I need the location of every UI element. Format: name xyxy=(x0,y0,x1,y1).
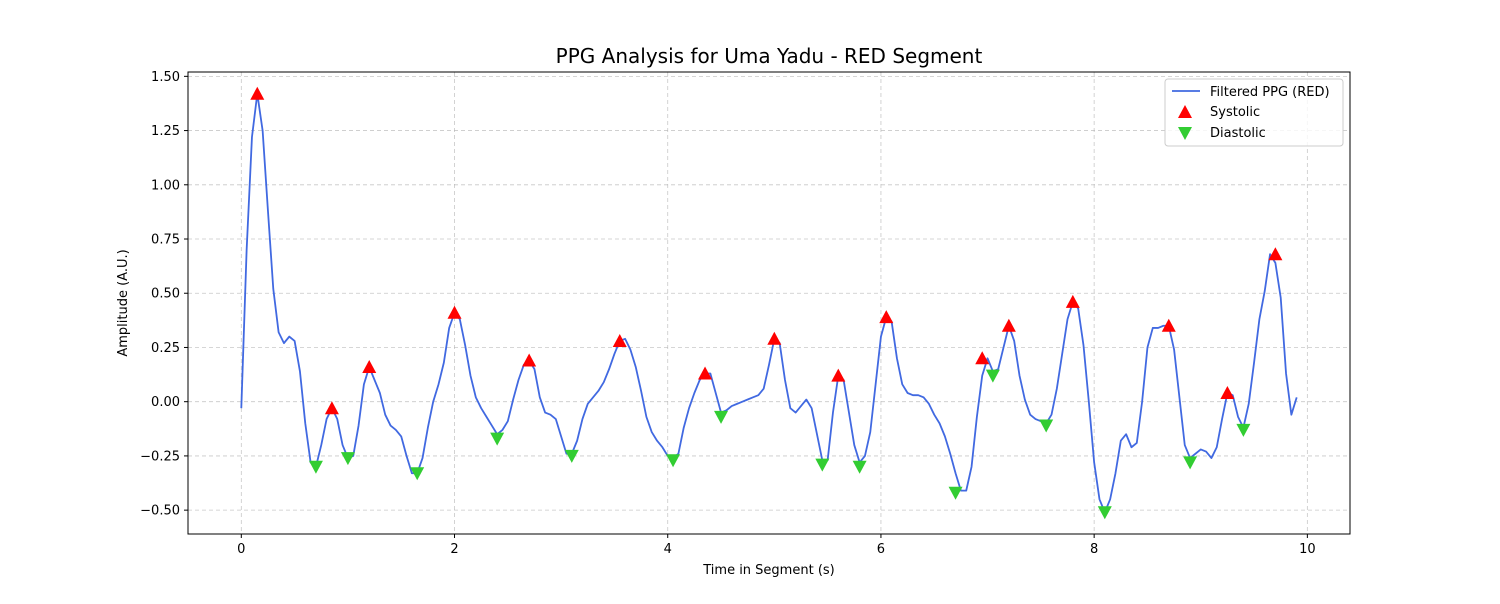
grid-layer xyxy=(188,72,1350,534)
systolic-marker xyxy=(612,333,627,347)
x-tick-label: 10 xyxy=(1299,542,1316,557)
systolic-marker xyxy=(1161,318,1176,332)
y-tick-label: −0.25 xyxy=(140,449,180,464)
diastolic-marker xyxy=(564,449,579,463)
diastolic-marker xyxy=(1039,419,1054,433)
y-tick-label: 1.00 xyxy=(151,178,180,193)
y-axis-label: Amplitude (A.U.) xyxy=(116,249,131,356)
y-tick-label: −0.50 xyxy=(140,504,180,519)
diastolic-marker xyxy=(666,454,681,468)
legend-label-systolic: Systolic xyxy=(1210,105,1260,120)
systolic-marker xyxy=(522,353,537,367)
y-tick-label: 0.25 xyxy=(151,341,180,356)
diastolic-marker xyxy=(490,432,505,446)
legend-label-filtered-ppg: Filtered PPG (RED) xyxy=(1210,85,1330,100)
diastolic-marker xyxy=(815,458,830,472)
systolic-marker xyxy=(879,310,894,324)
y-tick-label: 0.00 xyxy=(151,395,180,410)
diastolic-marker xyxy=(1097,506,1112,520)
x-tick-label: 6 xyxy=(877,542,885,557)
diastolic-marker xyxy=(410,467,425,481)
diastolic-marker xyxy=(1183,456,1198,470)
systolic-marker xyxy=(1220,386,1235,400)
axis-layer: 0 2 4 6 8 10 −0.50 −0.25 0.00 0.25 0.50 0.75 1.00 1.2… xyxy=(140,70,1315,557)
legend-label-diastolic: Diastolic xyxy=(1210,126,1266,141)
plot-frame xyxy=(187,71,1351,535)
y-tick-label: 0.75 xyxy=(151,233,180,248)
systolic-marker xyxy=(1268,247,1283,261)
systolic-marker xyxy=(767,331,782,345)
systolic-marker xyxy=(975,351,990,365)
chart-title: PPG Analysis for Uma Yadu - RED Segment xyxy=(556,44,983,68)
legend-diastolic-marker xyxy=(1178,127,1192,140)
x-tick-label: 4 xyxy=(664,542,672,557)
chart-legend: Filtered PPG (RED) Systolic Diastolic xyxy=(1164,78,1344,147)
x-tick-label: 0 xyxy=(237,542,245,557)
y-tick-label: 0.50 xyxy=(151,287,180,302)
systolic-marker xyxy=(831,368,846,382)
legend-box xyxy=(1164,78,1344,147)
systolic-marker xyxy=(1065,294,1080,308)
systolic-marker xyxy=(698,366,713,380)
diastolic-marker xyxy=(308,460,323,474)
systolic-marker xyxy=(362,359,377,373)
x-tick-label: 2 xyxy=(450,542,458,557)
systolic-marker xyxy=(324,401,339,415)
systolic-marker xyxy=(250,86,265,100)
diastolic-marker xyxy=(1236,423,1251,437)
legend-systolic-marker xyxy=(1178,105,1192,118)
x-tick-label: 8 xyxy=(1090,542,1098,557)
diastolic-marker xyxy=(714,410,729,424)
diastolic-marker xyxy=(948,486,963,500)
diastolic-marker xyxy=(852,460,867,474)
diastolic-marker xyxy=(985,369,1000,383)
data-layer xyxy=(240,86,1298,520)
systolic-marker xyxy=(1001,318,1016,332)
diastolic-marker xyxy=(340,452,355,466)
systolic-marker xyxy=(447,305,462,319)
y-tick-label: 1.50 xyxy=(151,70,180,85)
x-axis-label: Time in Segment (s) xyxy=(702,563,834,578)
y-tick-label: 1.25 xyxy=(151,124,180,139)
